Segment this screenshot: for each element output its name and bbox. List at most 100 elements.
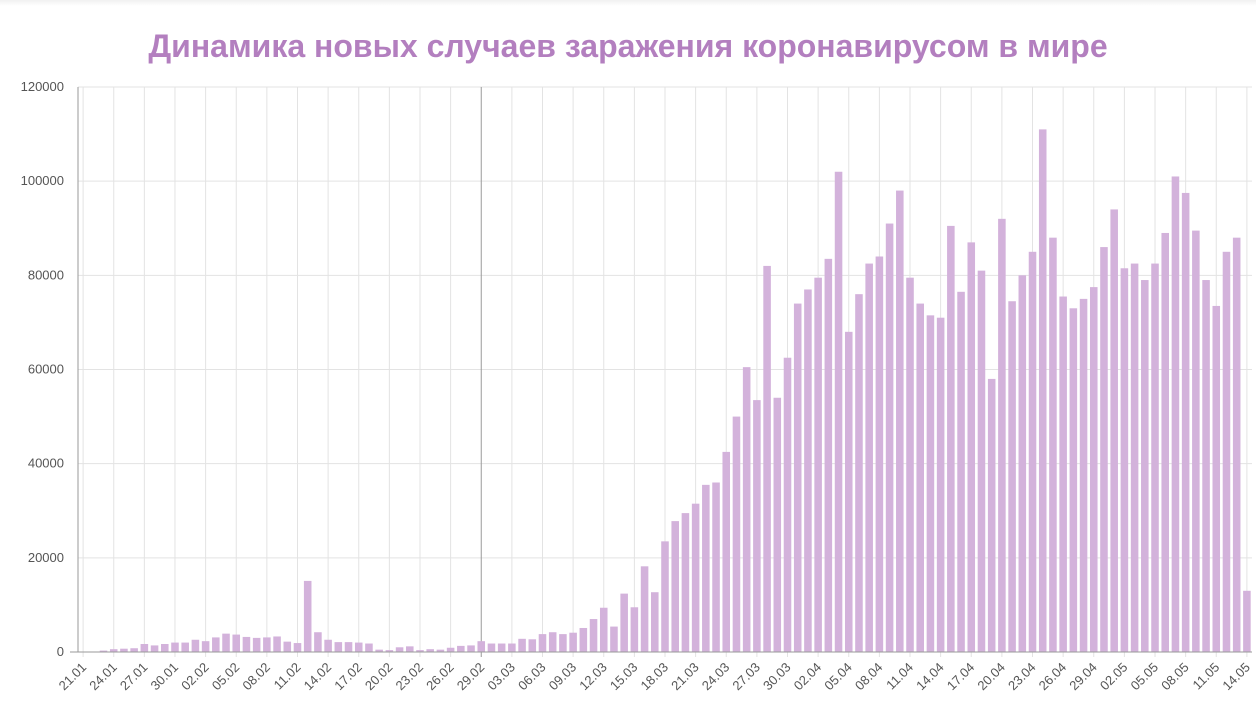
y-tick-labels: 0 20000 40000 60000 80000 100000 120000 [21,79,64,659]
top-shadow-bar [0,0,1256,6]
x-tick-label: 11.02 [271,660,304,693]
x-tick-label: 02.04 [791,660,825,694]
bar-04.04 [834,171,843,652]
bar-12.02 [303,580,312,652]
x-tick-label: 26.04 [1036,660,1070,694]
bar-31.03 [793,303,802,652]
bar-25.04 [1049,237,1057,652]
x-tick-label: 14.02 [301,660,335,694]
bar-16.02 [344,642,353,652]
bar-05.03 [528,639,537,652]
bar-18.02 [365,643,373,652]
bar-03.03 [508,643,516,652]
bar-19.03 [671,521,679,652]
bar-17.02 [354,642,363,652]
bar-04.02 [222,633,230,652]
x-tick-label: 18.03 [638,660,672,694]
bar-17.04 [967,242,976,652]
bar-20.03 [681,513,690,652]
bar-28.01 [150,645,159,652]
bar-09.05 [1192,230,1200,652]
bar-28.02 [467,645,475,652]
x-tick-label: 23.04 [1005,660,1039,694]
bar-13.04 [926,315,935,652]
bar-20.04 [998,218,1006,653]
x-tick-labels: 21.0124.0127.0130.0102.0205.0208.0211.02… [56,660,1253,694]
bar-07.02 [252,637,261,652]
bar-25.02 [436,649,445,652]
bar-02.04 [814,277,822,652]
x-tick-label: 17.04 [944,660,978,694]
x-tick-label: 14.05 [1219,660,1253,694]
x-tick-label: 15.03 [607,660,641,694]
bar-02.02 [201,641,210,652]
bar-12.03 [599,607,608,652]
x-tick-label: 24.01 [86,660,120,694]
bar-13.05 [1232,237,1241,652]
x-tick-label: 27.01 [117,660,151,694]
bar-08.05 [1181,192,1190,652]
y-tick-label: 100000 [21,173,64,188]
bar-09.02 [273,636,281,652]
x-tick-label: 29.04 [1066,660,1100,694]
bar-03.02 [212,637,220,652]
bar-08.02 [263,637,271,652]
x-tick-label: 24.03 [699,660,733,694]
chart-title: Динамика новых случаев заражения коронав… [148,28,1108,64]
y-tick-label: 60000 [28,362,64,377]
bar-14.02 [324,639,332,652]
bar-01.04 [804,289,812,652]
bar-18.04 [977,270,986,652]
bar-07.05 [1171,176,1180,653]
x-tick-label: 02.02 [178,660,212,694]
bar-10.05 [1202,280,1210,652]
y-tick-label: 80000 [28,267,64,282]
x-tick-label: 20.02 [362,660,396,694]
x-tick-label: 08.02 [239,660,273,694]
x-tick-label: 20.04 [974,660,1008,694]
x-tick-label: 05.02 [209,660,243,694]
x-tick-label: 26.02 [423,660,457,694]
bar-05.05 [1151,263,1159,652]
x-tick-label: 09.03 [546,660,580,694]
axes [70,87,1252,653]
bar-11.03 [589,619,598,652]
bar-21.03 [691,503,700,652]
bar-21.04 [1008,301,1016,652]
bar-24.04 [1038,129,1047,652]
bar-20.02 [385,650,394,652]
bar-06.02 [242,636,251,652]
bar-15.02 [334,642,343,652]
bar-04.03 [518,638,526,652]
bar-05.02 [232,634,241,652]
bar-23.01 [99,650,108,652]
x-tick-label: 05.04 [821,660,855,694]
x-tick-label: 03.03 [484,660,518,694]
bar-25.03 [732,416,741,652]
bar-28.04 [1079,298,1088,652]
x-tick-label: 05.05 [1128,660,1162,694]
bar-01.05 [1110,209,1118,652]
x-tick-label: 27.03 [729,660,763,694]
bar-10.04 [896,190,904,653]
bar-19.04 [987,378,996,652]
bar-07.03 [548,632,557,652]
bar-26.01 [130,648,138,652]
bar-24.02 [426,649,434,652]
bar-01.02 [191,639,200,652]
x-tick-label: 12.03 [576,660,610,694]
x-tick-label: 17.02 [331,660,365,694]
bar-11.02 [293,643,302,652]
bar-09.04 [885,223,894,652]
bar-25.01 [120,648,128,652]
bar-14.04 [936,317,945,652]
bar-02.03 [497,643,506,652]
bar-07.04 [865,263,873,652]
y-tick-label: 0 [57,644,64,659]
bar-29.03 [773,397,782,652]
bar-26.04 [1059,296,1067,652]
bar-09.03 [569,632,577,652]
y-tick-label: 40000 [28,456,64,471]
bar-10.03 [579,627,588,652]
bar-19.02 [375,649,383,652]
